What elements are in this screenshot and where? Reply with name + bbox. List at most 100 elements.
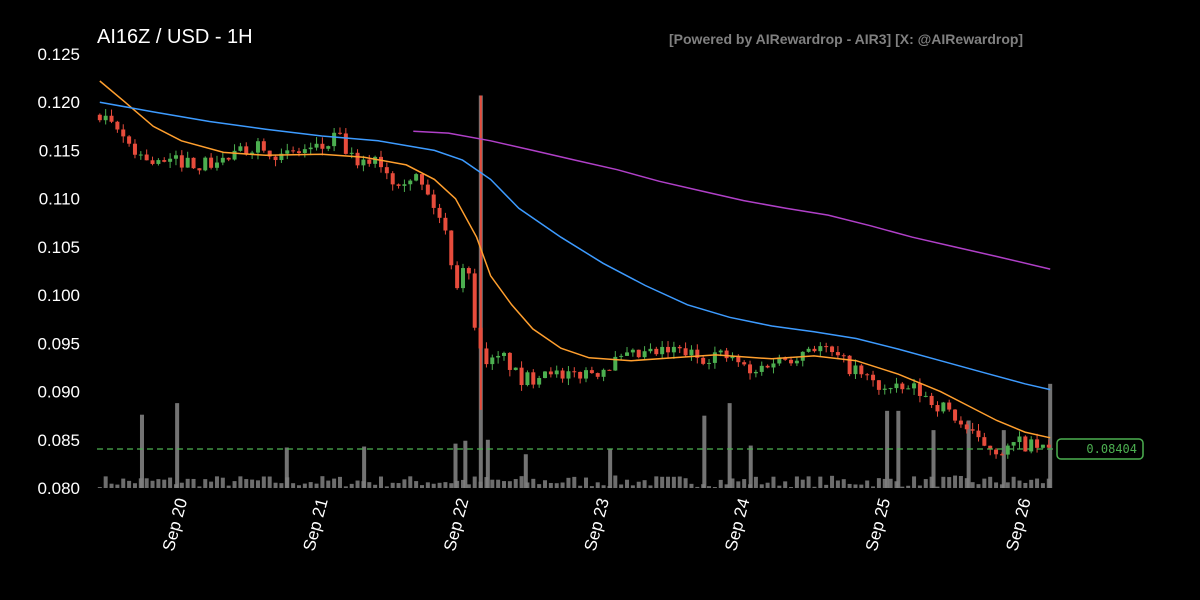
candle-body xyxy=(302,149,307,153)
candle-body xyxy=(812,348,817,352)
volume-bar xyxy=(777,485,782,488)
volume-bar xyxy=(296,485,301,488)
candle-body xyxy=(250,152,255,155)
volume-bar xyxy=(314,483,319,488)
candle-body xyxy=(103,115,108,121)
volume-bar xyxy=(355,480,360,488)
candle-body xyxy=(132,143,137,155)
volume-bar xyxy=(923,479,928,488)
y-tick-label: 0.115 xyxy=(39,141,80,160)
candle-body xyxy=(431,194,436,208)
volume-bar xyxy=(1023,482,1028,488)
candle-body xyxy=(759,365,764,372)
volume-bar xyxy=(753,476,758,488)
candle-body xyxy=(437,207,442,218)
y-tick-label: 0.085 xyxy=(37,431,80,450)
candle-body xyxy=(238,146,243,151)
candle-body xyxy=(525,372,530,386)
volume-bar xyxy=(332,478,337,488)
candle-body xyxy=(923,395,928,397)
candle-body xyxy=(771,363,776,368)
volume-bar xyxy=(1005,482,1010,488)
volume-bar xyxy=(931,430,936,488)
x-tick-label: Sep 26 xyxy=(1002,496,1034,553)
moving-average-line xyxy=(99,101,1051,391)
volume-bar xyxy=(267,476,272,488)
candle-body xyxy=(853,365,858,375)
volume-bar xyxy=(162,479,167,488)
volume-bar xyxy=(214,476,219,488)
candle-body xyxy=(419,174,424,185)
volume-bar xyxy=(337,476,342,488)
candle-body xyxy=(220,157,225,163)
chart-title: AI16Z / USD - 1H xyxy=(97,26,253,48)
volume-bar xyxy=(367,482,372,488)
candle-body xyxy=(806,348,811,352)
x-tick-label: Sep 25 xyxy=(862,496,894,553)
volume-bar xyxy=(847,483,852,488)
volume-bar xyxy=(220,477,225,488)
candle-body xyxy=(660,346,665,355)
candle-body xyxy=(390,173,395,185)
candle-body xyxy=(958,420,963,425)
volume-bar xyxy=(291,483,296,488)
candle-body xyxy=(179,155,184,168)
x-tick-label: Sep 20 xyxy=(159,496,191,553)
candle-body xyxy=(548,371,553,375)
candle-body xyxy=(964,424,969,430)
candle-body xyxy=(173,155,178,159)
candle-body xyxy=(97,114,102,121)
volume-bar xyxy=(794,476,799,488)
candle-body xyxy=(677,346,682,349)
candle-body xyxy=(648,348,653,352)
candle-body xyxy=(408,180,413,185)
candle-body xyxy=(753,371,758,374)
candle-body xyxy=(197,168,202,171)
volume-bar xyxy=(727,403,732,488)
candle-body xyxy=(560,370,565,379)
volume-bar xyxy=(689,483,694,488)
volume-bar xyxy=(109,483,114,488)
volume-bar xyxy=(150,480,155,488)
volume-bar xyxy=(1040,483,1045,488)
candle-body xyxy=(999,454,1004,456)
volume-bar xyxy=(463,440,468,488)
candle-body xyxy=(296,151,301,153)
volume-bar xyxy=(226,485,231,488)
candle-body xyxy=(162,160,167,162)
volume-bar xyxy=(683,478,688,488)
candle-body xyxy=(888,388,893,390)
candle-body xyxy=(1011,442,1016,446)
candle-body xyxy=(894,383,899,389)
candle-body xyxy=(267,150,272,157)
moving-averages xyxy=(99,80,1051,439)
candle-body xyxy=(917,383,922,396)
volume-bar xyxy=(273,482,278,488)
volume-bar xyxy=(308,482,313,488)
candle-body xyxy=(666,346,671,353)
volume-bar xyxy=(139,414,144,488)
volume-bar xyxy=(982,478,987,488)
volume-bar xyxy=(578,485,583,488)
volume-bar xyxy=(168,477,173,488)
candle-body xyxy=(900,383,905,390)
volume-bar xyxy=(485,439,490,488)
candle-body xyxy=(466,268,471,274)
volume-bar xyxy=(209,481,214,488)
candle-body xyxy=(209,157,214,168)
volume-bar xyxy=(97,487,102,488)
volume-bar xyxy=(127,480,132,488)
volume-bar xyxy=(566,477,571,488)
volume-bar xyxy=(900,486,905,488)
volume-bar xyxy=(835,480,840,488)
volume-bar xyxy=(1011,476,1016,488)
volume-bar xyxy=(625,479,630,488)
volume-bar xyxy=(642,480,647,488)
volume-bar xyxy=(613,475,618,488)
volume-bar xyxy=(279,483,284,488)
candle-body xyxy=(935,405,940,412)
y-axis: 0.125 0.120 0.115 0.110 0.105 0.100 0.095 0.090… xyxy=(37,45,80,498)
candle-body xyxy=(443,217,448,231)
candle-body xyxy=(683,348,688,356)
candle-body xyxy=(777,357,782,364)
